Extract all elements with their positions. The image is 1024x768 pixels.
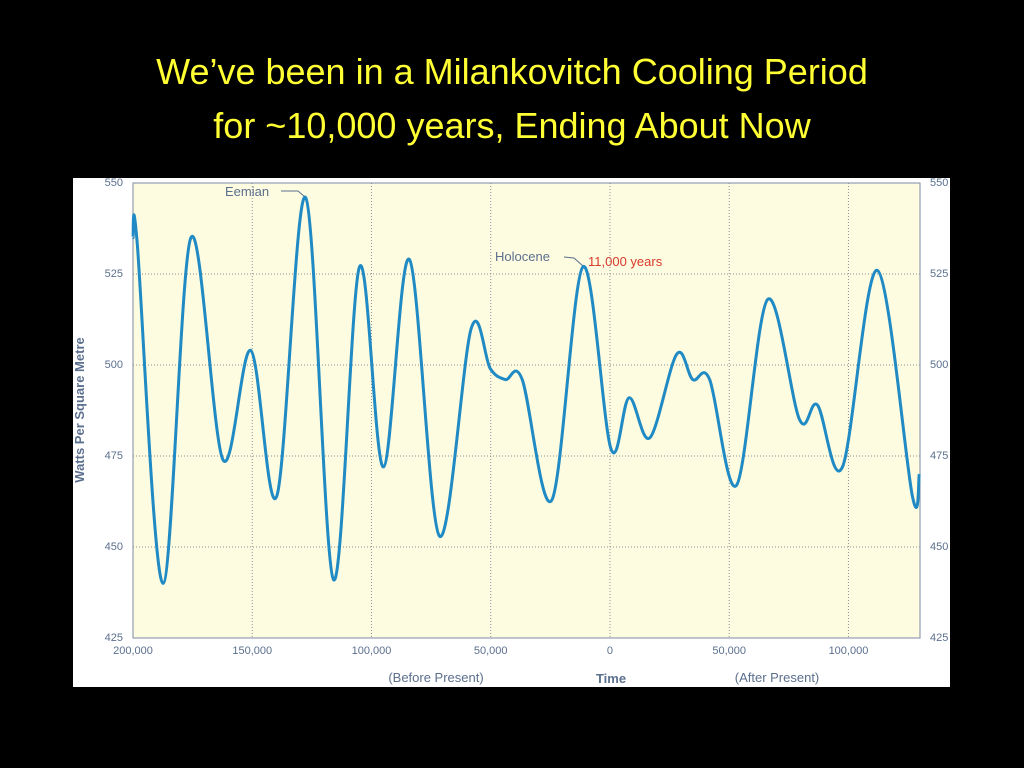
x-tick-label: 100,000 (352, 645, 392, 657)
annotation: Holocene (495, 249, 550, 264)
x-sublabel: (After Present) (735, 670, 820, 685)
x-tick-label: 50,000 (712, 645, 746, 657)
y-tick-label: 525 (105, 268, 123, 280)
title-line: We’ve been in a Milankovitch Cooling Per… (156, 51, 868, 92)
plot-area (132, 182, 921, 639)
x-sublabel: (Before Present) (388, 670, 483, 685)
x-tick-label: 50,000 (474, 645, 508, 657)
y-tick-label-right: 550 (930, 177, 948, 189)
x-axis-label: Time (596, 671, 626, 686)
y-tick-label-right: 500 (930, 359, 948, 371)
x-tick-label: 0 (607, 645, 613, 657)
y-tick-label: 475 (105, 450, 123, 462)
x-tick-label: 100,000 (829, 645, 869, 657)
y-axis-label: Watts Per Square Metre (72, 337, 87, 482)
annotation: Eemian (225, 184, 269, 199)
y-tick-label: 550 (105, 177, 123, 189)
x-tick-label: 150,000 (232, 645, 272, 657)
x-tick-label: 200,000 (113, 645, 153, 657)
data-line (131, 196, 921, 585)
y-tick-label: 425 (105, 632, 123, 644)
leader-line (563, 256, 584, 267)
y-tick-label-right: 525 (930, 268, 948, 280)
y-tick-label-right: 475 (930, 450, 948, 462)
annotation: 11,000 years (588, 254, 663, 269)
y-tick-label-right: 450 (930, 541, 948, 553)
title-line: for ~10,000 years, Ending About Now (213, 105, 811, 146)
y-tick-label: 450 (105, 541, 123, 553)
leader-line (281, 190, 306, 198)
y-tick-label: 500 (105, 359, 123, 371)
y-tick-label-right: 425 (930, 632, 948, 644)
